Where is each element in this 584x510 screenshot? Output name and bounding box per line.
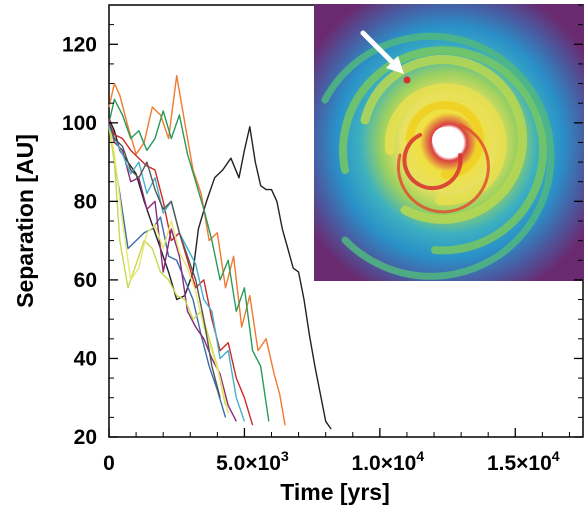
y-tick-label: 120 bbox=[62, 33, 97, 56]
y-axis-title: Separation [AU] bbox=[12, 134, 38, 308]
x-tick-label: 0 bbox=[103, 452, 115, 475]
series-line-4 bbox=[108, 118, 227, 418]
series-line-1 bbox=[108, 118, 332, 430]
y-tick-label: 20 bbox=[74, 426, 97, 449]
tick-layer: 20 40 60 80 100 120 0 5.0×103 1.0×104 1.5×104 bbox=[62, 4, 583, 475]
series-line-3 bbox=[108, 98, 270, 422]
x-tick-label: 1.0×104 bbox=[352, 448, 425, 475]
x-tick-label: 5.0×103 bbox=[216, 448, 289, 475]
series-line-10 bbox=[108, 122, 221, 398]
x-axis-title: Time [yrs] bbox=[280, 479, 390, 505]
y-tick-label: 100 bbox=[62, 112, 97, 135]
series-line-6 bbox=[108, 118, 237, 422]
y-tick-label: 40 bbox=[74, 347, 97, 370]
series-layer bbox=[108, 75, 332, 430]
x-tick-label: 1.5×104 bbox=[487, 448, 560, 475]
series-line-2 bbox=[108, 75, 286, 426]
disk-inset-image bbox=[314, 4, 584, 281]
arrow-icon bbox=[360, 30, 404, 74]
y-tick-label: 60 bbox=[74, 269, 97, 292]
y-tick-label: 80 bbox=[74, 190, 97, 213]
